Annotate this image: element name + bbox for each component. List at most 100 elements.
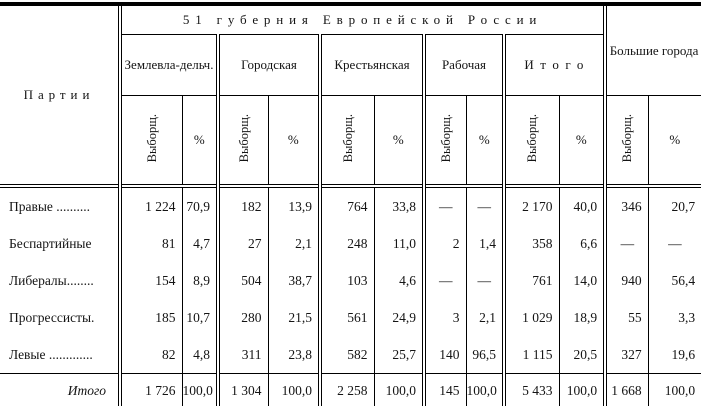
percent-value: 40,0 <box>558 184 606 225</box>
group-header-landowner: Землевла-дельч. <box>118 34 218 96</box>
electors-value: 82 <box>118 336 182 374</box>
electors-value: 1 668 <box>603 373 649 406</box>
percent-value: 100,0 <box>465 373 504 406</box>
group-header-worker: Рабочая <box>422 34 504 96</box>
electors-subheader: Выборщ. <box>216 95 268 186</box>
group-header-peasant: Крестьянская <box>318 34 424 96</box>
electors-value: 1 726 <box>118 373 182 406</box>
percent-subheader: % <box>647 95 701 186</box>
electors-subheader: Выборщ. <box>603 95 649 186</box>
electors-value: 327 <box>603 336 649 374</box>
percent-value: 24,9 <box>373 299 424 336</box>
electors-value: 5 433 <box>502 373 559 406</box>
electors-value: 145 <box>422 373 466 406</box>
electors-value: 940 <box>603 262 649 299</box>
percent-value: 3,3 <box>647 299 701 336</box>
percent-value: 2,1 <box>267 225 320 262</box>
electors-value: 182 <box>216 184 268 225</box>
percent-value: — <box>647 225 701 262</box>
party-column-header: Партии <box>23 87 95 102</box>
group-header-urban: Городская <box>216 34 320 96</box>
percent-value: 100,0 <box>267 373 320 406</box>
party-label: Беспартийные <box>9 235 92 251</box>
total-row: Итого 1 726 100,0 1 304 100,0 2 258 100,0 145 10… <box>0 373 701 406</box>
electors-value: 1 304 <box>216 373 268 406</box>
percent-value: 20,7 <box>647 184 701 225</box>
total-label: Итого <box>0 373 120 406</box>
percent-value: 33,8 <box>373 184 424 225</box>
electors-subheader-label: Выборщ. <box>236 113 251 163</box>
electors-value: 154 <box>118 262 182 299</box>
electors-value: 140 <box>422 336 466 374</box>
percent-subheader: % <box>181 95 218 186</box>
election-results-table: Партии 51 губерния Европейской России Бо… <box>0 6 701 406</box>
electors-value: 358 <box>502 225 559 262</box>
percent-value: — <box>465 184 504 225</box>
electors-value: 1 029 <box>502 299 559 336</box>
electors-value: 185 <box>118 299 182 336</box>
table-row: Либералы........ 154 8,9 504 38,7 103 4,6— —761… <box>0 262 701 299</box>
electors-value: 103 <box>318 262 374 299</box>
party-label: Прогрессисты. <box>9 309 95 325</box>
electors-value: 27 <box>216 225 268 262</box>
percent-value: 96,5 <box>465 336 504 374</box>
electors-subheader-label: Выборщ. <box>438 113 453 163</box>
table-row: Прогрессисты. 185 10,7 280 21,5 561 24,9 3 2,1 1 … <box>0 299 701 336</box>
electors-value: 582 <box>318 336 374 374</box>
electors-subheader: Выборщ. <box>422 95 466 186</box>
electors-value: 764 <box>318 184 374 225</box>
percent-value: 70,9 <box>181 184 218 225</box>
big-cities-header: Большие города <box>603 6 701 96</box>
table-row: Левые ............. 82 4,8 311 23,8 582 25,7 14… <box>0 336 701 374</box>
header-row-subcolumns: Выборщ. % Выборщ. % Выборщ. % Выборщ. % … <box>0 95 701 186</box>
electors-value: — <box>422 184 466 225</box>
electors-subheader: Выборщ. <box>118 95 182 186</box>
percent-value: — <box>465 262 504 299</box>
electors-value: 1 115 <box>502 336 559 374</box>
percent-value: 18,9 <box>558 299 606 336</box>
header-row-title: Партии 51 губерния Европейской России Бо… <box>0 6 701 102</box>
percent-subheader: % <box>267 95 320 186</box>
percent-value: 38,7 <box>267 262 320 299</box>
percent-value: 13,9 <box>267 184 320 225</box>
percent-value: 10,7 <box>181 299 218 336</box>
percent-value: 4,8 <box>181 336 218 374</box>
electors-subheader-label: Выборщ. <box>340 113 355 163</box>
table-header: Партии 51 губерния Европейской России Бо… <box>0 6 701 186</box>
table-row: Беспартийные 81 4,7 27 2,1 248 11,0 2 1,4 358 6,6—… <box>0 225 701 262</box>
percent-value: 20,5 <box>558 336 606 374</box>
percent-value: 11,0 <box>373 225 424 262</box>
electors-value: 1 224 <box>118 184 182 225</box>
electors-value: 55 <box>603 299 649 336</box>
percent-value: 21,5 <box>267 299 320 336</box>
table-row: Правые .......... 1 224 70,9 182 13,9 764 33,8… <box>0 184 701 225</box>
percent-value: 14,0 <box>558 262 606 299</box>
electors-value: 81 <box>118 225 182 262</box>
percent-value: 100,0 <box>558 373 606 406</box>
percent-value: 25,7 <box>373 336 424 374</box>
group-header-total: Итого <box>501 34 606 96</box>
percent-subheader: % <box>373 95 424 186</box>
percent-value: 4,6 <box>373 262 424 299</box>
electors-value: 761 <box>502 262 559 299</box>
main-group-header: 51 губерния Европейской России <box>117 6 606 35</box>
percent-value: 8,9 <box>181 262 218 299</box>
electors-value: 2 <box>422 225 466 262</box>
party-label: Либералы........ <box>9 272 94 288</box>
percent-value: 6,6 <box>558 225 606 262</box>
electors-subheader-label: Выборщ. <box>144 113 159 163</box>
party-label: Левые ............. <box>9 346 93 362</box>
electors-value: — <box>603 225 649 262</box>
percent-value: 100,0 <box>647 373 701 406</box>
percent-value: 100,0 <box>181 373 218 406</box>
electors-value: 346 <box>603 184 649 225</box>
electors-value: — <box>422 262 466 299</box>
percent-value: 4,7 <box>181 225 218 262</box>
electors-value: 2 258 <box>318 373 374 406</box>
electors-subheader: Выборщ. <box>502 95 559 186</box>
percent-value: 1,4 <box>465 225 504 262</box>
percent-value: 2,1 <box>465 299 504 336</box>
electors-value: 561 <box>318 299 374 336</box>
percent-value: 56,4 <box>647 262 701 299</box>
